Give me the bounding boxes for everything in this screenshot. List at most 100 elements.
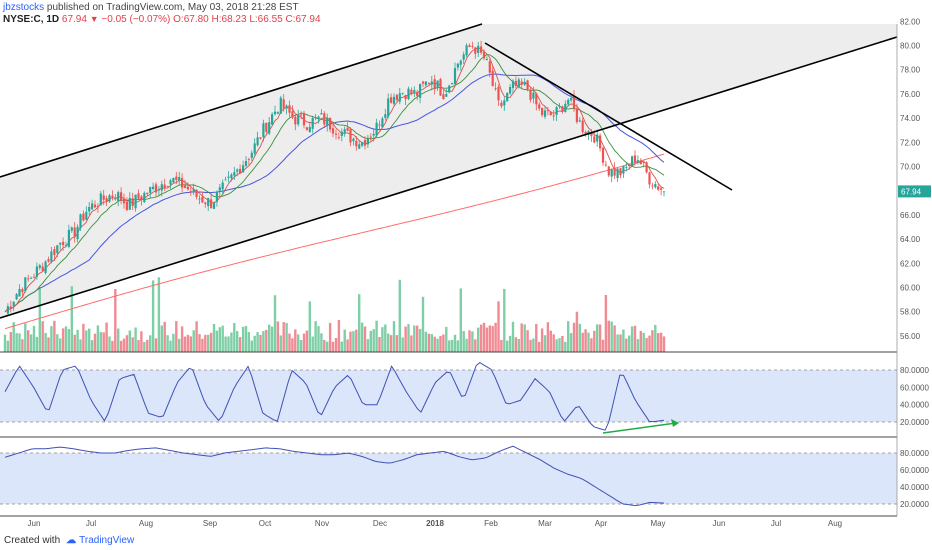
stochastic-tick-label: 80.0000 (900, 366, 929, 375)
candle-body (183, 185, 187, 188)
volume-bar (651, 330, 654, 352)
candle-body (584, 132, 587, 134)
volume-bar (616, 334, 619, 352)
volume-bar (117, 328, 120, 352)
low-value: L:66.55 (249, 14, 283, 25)
volume-bar (346, 339, 349, 352)
candle-body (67, 230, 70, 247)
volume-bar (105, 322, 108, 352)
volume-bar (575, 311, 579, 352)
tradingview-logo-icon[interactable]: ☁ (66, 534, 77, 546)
time-tick-label: 2018 (426, 519, 444, 528)
price-pane (0, 23, 898, 352)
volume-bar (384, 324, 387, 352)
second-oscillator-tick-label: 20.0000 (900, 500, 929, 509)
volume-bar (654, 324, 657, 352)
volume-bar (44, 332, 47, 352)
candle-body (160, 184, 163, 191)
volume-bar (558, 338, 561, 352)
candle-body (651, 185, 654, 187)
candle-body (390, 97, 393, 103)
candle-body (424, 81, 427, 86)
volume-bar (613, 325, 616, 352)
candle-body (413, 90, 416, 93)
volume-bar (578, 323, 581, 352)
candle-body (271, 114, 274, 125)
candle-body (236, 169, 239, 172)
tradingview-brand[interactable]: TradingView (79, 534, 135, 546)
volume-bar (149, 335, 152, 352)
volume-bar (12, 322, 15, 352)
volume-bar (418, 328, 422, 352)
volume-bar (160, 325, 163, 352)
candle-body (128, 198, 131, 210)
candle-body (488, 61, 491, 73)
candle-body (207, 198, 210, 207)
candle-body (152, 186, 155, 190)
volume-bar (253, 335, 256, 352)
volume-bar (79, 339, 82, 352)
candle-body (117, 192, 120, 201)
volume-bar (61, 328, 65, 352)
volume-bar (21, 339, 24, 352)
ma-20-line (4, 54, 665, 313)
candle-body (6, 306, 9, 314)
candle-body (30, 278, 33, 279)
candle-body (375, 122, 378, 136)
volume-bar (471, 331, 474, 352)
candle-body (317, 116, 320, 119)
volume-bar (146, 339, 149, 352)
down-arrow-icon: ▼ (89, 14, 99, 24)
candle-body (314, 117, 317, 118)
volume-bar (334, 338, 338, 352)
price-tick-label: 66.00 (900, 211, 921, 220)
candle-body (114, 198, 117, 200)
candle-body (343, 129, 346, 133)
candle-body (64, 245, 68, 246)
volume-bar (76, 329, 79, 352)
stochastic-band (0, 370, 897, 422)
candle-body (421, 81, 425, 84)
volume-bar (172, 333, 175, 352)
candle-body (181, 178, 184, 188)
candle-body (125, 201, 128, 210)
volume-bar (119, 340, 123, 352)
candle-body (433, 79, 436, 89)
volume-bar (622, 329, 625, 352)
candle-body (392, 96, 396, 104)
volume-bar (90, 340, 94, 352)
candle-body (451, 83, 454, 85)
candle-body (340, 131, 343, 136)
candle-body (311, 117, 314, 129)
candle-body (105, 198, 108, 202)
volume-bar (70, 286, 73, 352)
candle-body (256, 137, 259, 146)
volume-bar (662, 336, 666, 352)
candle-body (93, 204, 97, 208)
volume-bar (125, 335, 129, 352)
volume-bar (169, 340, 172, 352)
volume-bar (233, 323, 236, 352)
candle-body (186, 186, 189, 190)
price-tick-label: 70.00 (900, 163, 921, 172)
publisher-username[interactable]: jbzstocks (3, 2, 45, 13)
candle-body (500, 102, 503, 107)
volume-bar (166, 335, 169, 352)
candle-body (596, 134, 599, 142)
candle-body (323, 113, 326, 125)
second-oscillator-tick-label: 80.0000 (900, 449, 929, 458)
volume-bar (291, 338, 294, 352)
candle-body (366, 138, 369, 145)
volume-bar (604, 295, 608, 352)
symbol-label: NYSE:C, 1D (3, 14, 60, 25)
candle-body (329, 117, 332, 130)
candle-body (175, 176, 178, 180)
candle-body (535, 93, 538, 105)
arrow-head-icon (671, 419, 679, 427)
volume-bar (343, 329, 346, 352)
candle-body (134, 194, 137, 209)
volume-bar (221, 325, 224, 352)
volume-bar (137, 340, 140, 352)
current-price-tag (898, 185, 931, 198)
